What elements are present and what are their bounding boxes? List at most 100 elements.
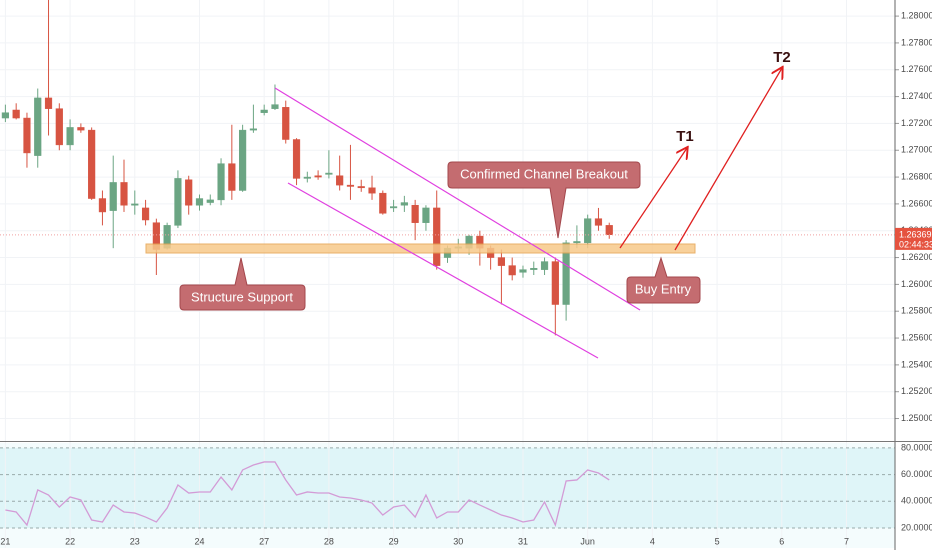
y-tick-label: 1.27400	[901, 91, 932, 101]
candle-body	[346, 184, 355, 187]
x-tick-label: 6	[779, 536, 784, 546]
y-tick-label: 1.28000	[901, 10, 932, 20]
candle-body	[411, 204, 419, 223]
y-tick-label: 60.0000	[901, 469, 932, 479]
candle-body	[66, 127, 74, 146]
candle-body	[131, 203, 139, 206]
candle-body	[217, 163, 225, 201]
candle-body	[379, 192, 387, 214]
candle-body	[55, 108, 63, 146]
y-tick-label: 1.25200	[901, 386, 932, 396]
candle-body	[389, 206, 398, 209]
candle-body	[292, 139, 301, 179]
candle-body	[185, 179, 193, 206]
rsi-band	[0, 447, 895, 528]
candle-body	[206, 199, 214, 203]
x-tick-label: 31	[518, 536, 528, 546]
y-tick-label: 1.26000	[901, 279, 932, 289]
candle-body	[562, 242, 570, 305]
y-tick-label: 40.0000	[901, 496, 932, 506]
callout-text: Buy Entry	[635, 281, 692, 296]
candle-body	[508, 265, 516, 276]
candle-body	[282, 107, 290, 140]
x-tick-label: Jun	[580, 536, 595, 546]
y-tick-label: 1.26200	[901, 252, 932, 262]
candle-body	[23, 117, 31, 154]
y-tick-label: 1.27200	[901, 118, 932, 128]
candle-body	[573, 241, 581, 244]
y-tick-label: 80.0000	[901, 442, 932, 452]
candle-body	[174, 178, 182, 226]
channel-upper	[274, 87, 641, 311]
candle-body	[422, 207, 430, 223]
x-tick-label: 24	[194, 536, 204, 546]
candle-body	[605, 225, 613, 236]
arrow-t2	[674, 68, 782, 251]
target-label: T1	[676, 128, 694, 145]
candle-body	[368, 187, 376, 194]
x-tick-label: 22	[65, 536, 75, 546]
candle-body	[98, 198, 107, 213]
x-tick-label: 21	[0, 536, 10, 546]
callout	[179, 257, 306, 311]
candle-body	[109, 182, 117, 211]
candle-body	[249, 128, 257, 131]
candle-body	[88, 129, 96, 199]
y-tick-label: 1.26800	[901, 171, 932, 181]
candle-body	[357, 186, 365, 189]
candle-body	[239, 129, 247, 191]
countdown-label: 02:44:33	[899, 239, 932, 249]
candle-body	[303, 176, 311, 179]
x-tick-label: 28	[324, 536, 334, 546]
target-label: T2	[773, 49, 791, 66]
candle-body	[195, 198, 204, 206]
candle-body	[519, 269, 527, 273]
x-tick-label: 27	[259, 536, 269, 546]
x-tick-label: 29	[389, 536, 399, 546]
channel-lower	[287, 182, 599, 359]
x-tick-label: 4	[650, 536, 655, 546]
x-tick-label: 30	[453, 536, 463, 546]
candle-body	[540, 261, 549, 270]
callout	[626, 256, 701, 304]
candle-body	[12, 109, 20, 119]
candle-body	[228, 163, 236, 191]
candle-body	[44, 97, 53, 109]
candle-body	[497, 257, 506, 266]
candle-body	[325, 172, 333, 175]
y-tick-label: 1.27800	[901, 37, 932, 47]
y-tick-label: 1.25000	[901, 413, 932, 423]
y-tick-label: 1.25800	[901, 306, 932, 316]
y-tick-label: 1.27000	[901, 145, 932, 155]
x-tick-label: 5	[715, 536, 720, 546]
support-zone	[145, 243, 696, 254]
callout-text: Confirmed Channel Breakout	[460, 166, 628, 181]
y-tick-label: 1.25400	[901, 359, 932, 369]
callout	[447, 161, 641, 239]
y-tick-label: 1.25600	[901, 332, 932, 342]
candle-body	[271, 104, 279, 109]
candle-body	[584, 218, 592, 244]
candle-body	[34, 97, 42, 156]
callout-text: Structure Support	[191, 289, 293, 304]
candle-body	[1, 112, 9, 119]
candle-body	[314, 175, 322, 178]
arrow-t1	[619, 148, 687, 249]
x-tick-label: 7	[844, 536, 849, 546]
y-tick-label: 20.0000	[901, 522, 932, 532]
candle-body	[530, 268, 538, 270]
candle-body	[77, 127, 85, 131]
last-price-box	[895, 227, 932, 250]
candle-body	[120, 182, 128, 206]
y-tick-label: 1.27600	[901, 64, 932, 74]
candle-body	[594, 218, 603, 226]
candle-body	[260, 109, 268, 113]
grid-layer	[0, 0, 895, 548]
candle-body	[551, 261, 559, 305]
candle-body	[141, 207, 150, 221]
x-tick-label: 23	[130, 536, 140, 546]
y-tick-label: 1.26600	[901, 198, 932, 208]
last-price-label: 1.26369	[899, 229, 932, 239]
